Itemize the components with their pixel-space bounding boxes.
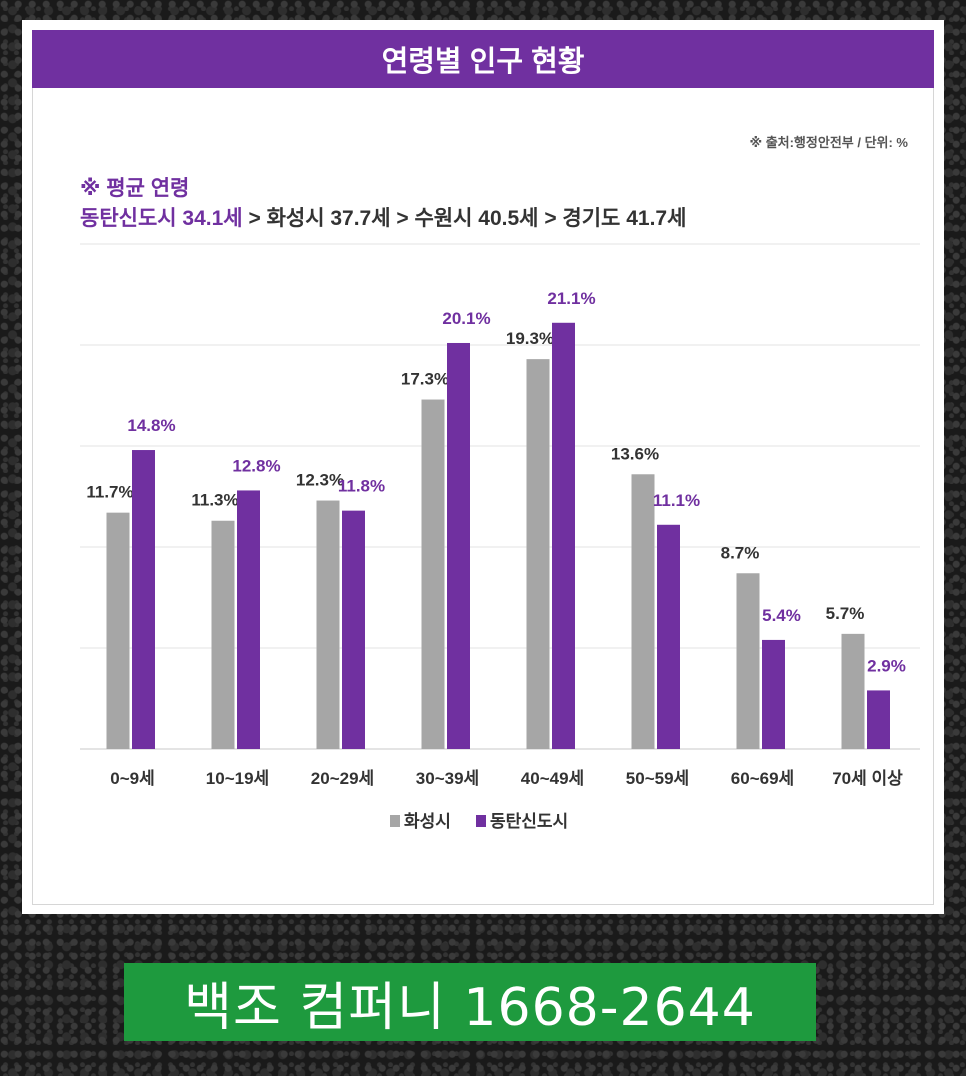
bar-hwaseong xyxy=(316,500,340,749)
legend-label: 동탄신도시 xyxy=(490,812,568,831)
average-age-highlight: 동탄신도시 34.1세 xyxy=(80,207,243,230)
legend-swatch xyxy=(476,815,486,827)
data-label: 11.1% xyxy=(653,491,700,510)
x-tick-label: 10~19세 xyxy=(206,769,269,788)
legend-swatch xyxy=(390,815,400,827)
data-label: 14.8% xyxy=(127,416,175,435)
bar-dongtan xyxy=(237,490,260,749)
bar-hwaseong xyxy=(106,512,130,749)
data-label: 12.3% xyxy=(296,471,344,490)
data-label: 11.7% xyxy=(86,483,133,502)
data-label: 11.8% xyxy=(338,477,385,496)
data-label: 20.1% xyxy=(442,309,490,328)
data-label: 21.1% xyxy=(547,289,595,308)
data-label: 2.9% xyxy=(867,656,906,675)
data-label: 19.3% xyxy=(506,329,554,348)
bar-hwaseong xyxy=(421,399,445,749)
data-label: 5.7% xyxy=(826,604,865,623)
bar-dongtan xyxy=(552,322,575,749)
x-tick-label: 20~29세 xyxy=(311,769,374,788)
x-tick-label: 0~9세 xyxy=(110,769,154,788)
data-label: 11.3% xyxy=(191,491,238,510)
chart-card: 연령별 인구 현황 ※ 출처:행정안전부 / 단위: % ※ 평균 연령 동탄신… xyxy=(22,20,944,914)
x-tick-label: 30~39세 xyxy=(416,769,479,788)
bar-chart: 11.7% 14.8% 0~9세 11.3% 12.8% 10~19세 12.3%11.8%… xyxy=(80,243,920,831)
bar-dongtan xyxy=(342,510,365,749)
data-label: 17.3% xyxy=(401,370,449,389)
source-note: ※ 출처:행정안전부 / 단위: % xyxy=(749,135,908,150)
chart-title: 연령별 인구 현황 xyxy=(32,30,934,88)
bar-hwaseong xyxy=(736,573,760,749)
bar-hwaseong xyxy=(526,359,550,749)
data-label: 13.6% xyxy=(611,444,659,463)
bar-dongtan xyxy=(867,690,890,749)
bar-dongtan xyxy=(132,450,155,749)
legend-label: 화성시 xyxy=(404,812,451,831)
bar-dongtan xyxy=(447,342,470,749)
average-age-line: 동탄신도시 34.1세 > 화성시 37.7세 > 수원시 40.5세 > 경기… xyxy=(80,202,686,232)
average-age-heading: ※ 평균 연령 xyxy=(80,177,190,200)
company-banner: 백조 컴퍼니 1668-2644 xyxy=(124,963,816,1041)
chart-frame xyxy=(32,88,934,905)
bar-dongtan xyxy=(762,639,785,749)
bar-dongtan xyxy=(657,524,680,749)
data-label: 5.4% xyxy=(762,606,801,625)
x-tick-label: 50~59세 xyxy=(626,769,689,788)
x-tick-label: 40~49세 xyxy=(521,769,584,788)
x-tick-label: 60~69세 xyxy=(731,769,794,788)
bar-hwaseong xyxy=(211,520,235,749)
data-label: 12.8% xyxy=(232,456,280,475)
data-label: 8.7% xyxy=(721,543,760,562)
bar-hwaseong xyxy=(631,474,655,749)
average-age-rest: > 화성시 37.7세 > 수원시 40.5세 > 경기도 41.7세 xyxy=(242,207,687,230)
bar-hwaseong xyxy=(841,633,865,749)
x-tick-label: 70세 이상 xyxy=(832,769,903,788)
